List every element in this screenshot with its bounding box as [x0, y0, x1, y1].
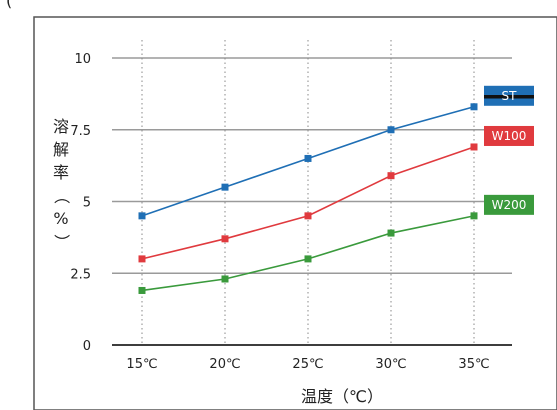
- x-tick-label: 30℃: [375, 357, 406, 372]
- legend-badge: [484, 125, 534, 146]
- legend-item-w200: W200: [484, 194, 534, 215]
- y-axis-title: 溶解率 （% ）: [52, 117, 71, 250]
- data-point: [138, 255, 146, 263]
- data-point: [304, 255, 312, 263]
- data-point: [470, 212, 478, 220]
- series-w200: [138, 212, 478, 294]
- legend-item-w100: W100: [484, 125, 534, 146]
- data-point: [304, 154, 312, 162]
- y-axis-title-char: （: [52, 188, 71, 204]
- x-axis-title: 温度（℃）: [301, 387, 383, 406]
- y-axis-title-char: ）: [52, 234, 71, 250]
- y-axis-title-char: 解: [53, 140, 69, 159]
- x-tick-label: 25℃: [292, 357, 323, 372]
- legend-label: W200: [492, 198, 527, 212]
- series-st: [138, 103, 478, 220]
- data-point: [387, 172, 395, 180]
- data-point: [470, 143, 478, 151]
- data-point: [221, 235, 229, 243]
- grid: [112, 40, 512, 345]
- data-point: [221, 183, 229, 191]
- legend-label: ST: [502, 89, 518, 103]
- data-point: [221, 275, 229, 283]
- y-axis-title-char: 溶: [53, 117, 69, 136]
- data-point: [387, 229, 395, 237]
- data-point: [470, 103, 478, 111]
- legend-item-st: ST: [484, 85, 534, 106]
- y-axis-title-char: 率: [53, 163, 69, 182]
- y-tick-label: 2.5: [70, 267, 91, 282]
- chart-frame: [33, 16, 557, 410]
- y-tick-label: 7.5: [70, 124, 91, 139]
- axes: 0 2.5 5 7.5 10 15℃ 20℃ 25℃ 30℃ 35℃: [70, 52, 512, 372]
- series-layer: [138, 103, 478, 294]
- x-tick-label: 35℃: [458, 357, 489, 372]
- legend-badge: [484, 194, 534, 215]
- series-w100: [138, 143, 478, 263]
- data-point: [387, 126, 395, 134]
- header-fragment: (: [6, 0, 12, 10]
- data-point: [138, 212, 146, 220]
- legend-label: W100: [492, 129, 527, 143]
- legend: ST W100 W200: [484, 85, 534, 215]
- x-tick-label: 20℃: [209, 357, 240, 372]
- x-tick-label: 15℃: [126, 357, 157, 372]
- y-tick-label: 0: [83, 339, 91, 354]
- data-point: [304, 212, 312, 220]
- data-point: [138, 286, 146, 294]
- y-axis-title-char: %: [53, 209, 68, 228]
- y-tick-label: 5: [83, 196, 91, 211]
- y-tick-label: 10: [74, 52, 91, 67]
